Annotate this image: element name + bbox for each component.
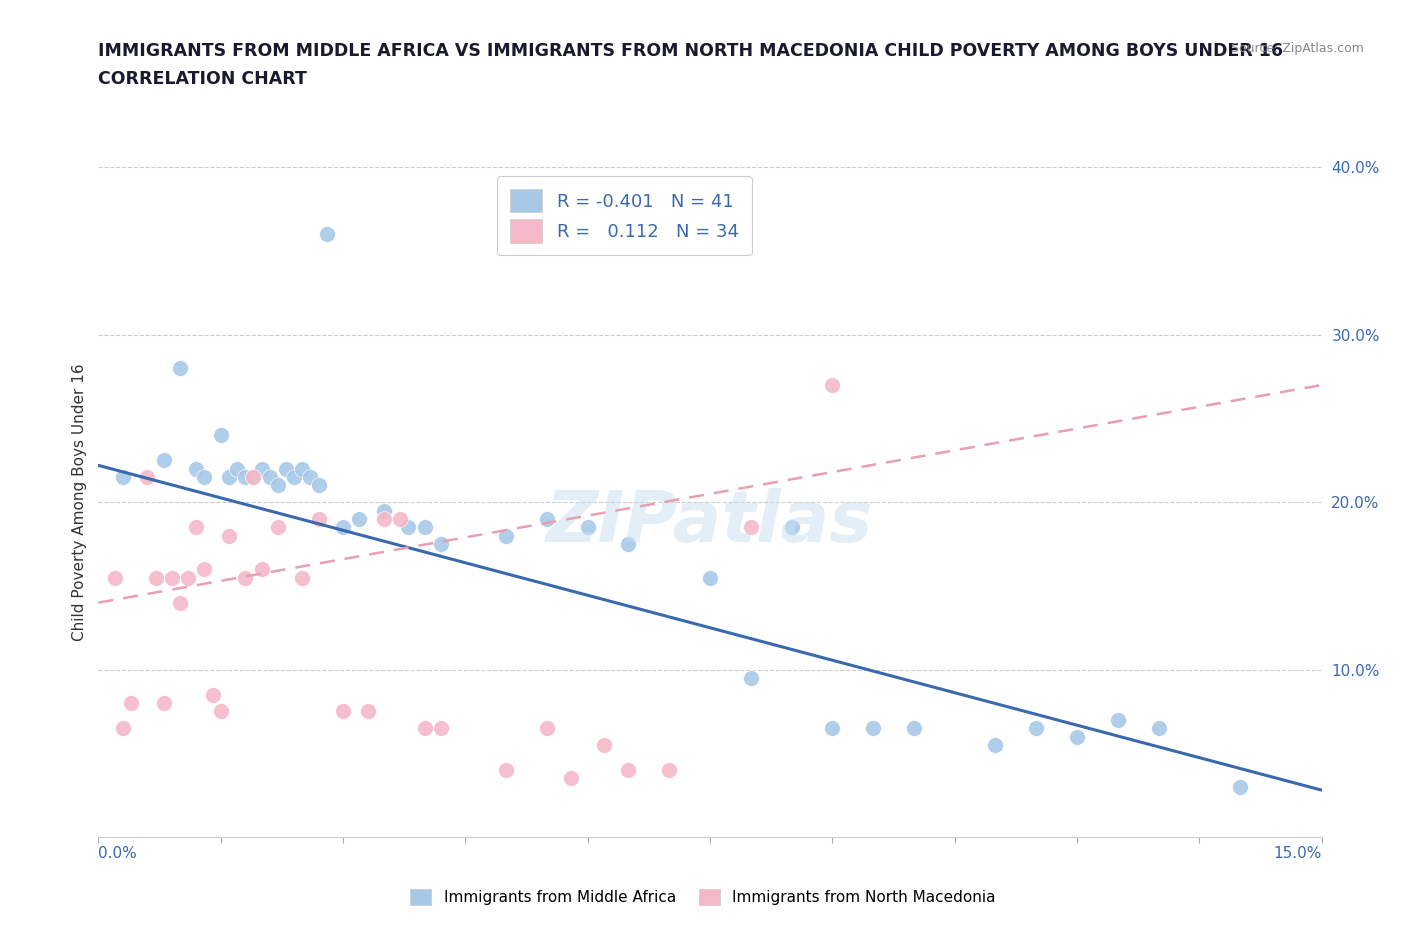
Point: [145, 570, 167, 585]
Point: [780, 520, 803, 535]
Text: 15.0%: 15.0%: [1274, 846, 1322, 861]
Point: [250, 461, 273, 476]
Point: [1147, 721, 1170, 736]
Point: [617, 537, 640, 551]
Point: [233, 570, 256, 585]
Point: [283, 470, 305, 485]
Y-axis label: Child Poverty Among Boys Under 16: Child Poverty Among Boys Under 16: [72, 364, 87, 641]
Point: [291, 461, 314, 476]
Point: [495, 528, 517, 543]
Text: ZIPatlas: ZIPatlas: [547, 488, 873, 557]
Point: [308, 478, 330, 493]
Text: 0.0%: 0.0%: [98, 846, 138, 861]
Point: [821, 721, 844, 736]
Point: [291, 570, 314, 585]
Point: [740, 671, 762, 685]
Point: [193, 470, 215, 485]
Point: [560, 771, 582, 786]
Point: [104, 570, 127, 585]
Point: [274, 461, 297, 476]
Point: [740, 520, 762, 535]
Point: [233, 470, 256, 485]
Point: [413, 721, 436, 736]
Point: [169, 361, 191, 376]
Point: [177, 570, 200, 585]
Point: [593, 737, 616, 752]
Point: [617, 763, 640, 777]
Point: [193, 562, 215, 577]
Point: [821, 378, 844, 392]
Point: [1107, 712, 1129, 727]
Point: [242, 470, 264, 485]
Point: [389, 512, 412, 526]
Point: [201, 687, 224, 702]
Point: [120, 696, 142, 711]
Point: [349, 512, 371, 526]
Point: [209, 428, 232, 443]
Text: IMMIGRANTS FROM MIDDLE AFRICA VS IMMIGRANTS FROM NORTH MACEDONIA CHILD POVERTY A: IMMIGRANTS FROM MIDDLE AFRICA VS IMMIGRA…: [98, 42, 1284, 60]
Point: [332, 704, 354, 719]
Point: [903, 721, 925, 736]
Point: [152, 696, 174, 711]
Point: [413, 520, 436, 535]
Point: [259, 470, 281, 485]
Point: [242, 470, 264, 485]
Point: [169, 595, 191, 610]
Text: Source: ZipAtlas.com: Source: ZipAtlas.com: [1230, 42, 1364, 55]
Point: [136, 470, 159, 485]
Point: [536, 512, 558, 526]
Point: [699, 570, 721, 585]
Point: [111, 721, 134, 736]
Point: [152, 453, 174, 468]
Point: [576, 520, 599, 535]
Point: [111, 470, 134, 485]
Point: [356, 704, 378, 719]
Point: [308, 512, 330, 526]
Point: [160, 570, 183, 585]
Point: [267, 520, 290, 535]
Point: [373, 503, 395, 518]
Point: [315, 227, 337, 242]
Point: [1025, 721, 1047, 736]
Point: [299, 470, 322, 485]
Point: [495, 763, 517, 777]
Point: [267, 478, 290, 493]
Point: [226, 461, 249, 476]
Point: [186, 461, 208, 476]
Legend: Immigrants from Middle Africa, Immigrants from North Macedonia: Immigrants from Middle Africa, Immigrant…: [402, 881, 1004, 913]
Point: [186, 520, 208, 535]
Point: [536, 721, 558, 736]
Point: [373, 512, 395, 526]
Point: [658, 763, 681, 777]
Point: [1066, 729, 1088, 744]
Point: [218, 470, 240, 485]
Point: [430, 537, 453, 551]
Point: [218, 528, 240, 543]
Point: [250, 562, 273, 577]
Point: [1229, 779, 1251, 794]
Legend: R = -0.401   N = 41, R =   0.112   N = 34: R = -0.401 N = 41, R = 0.112 N = 34: [498, 177, 752, 256]
Point: [430, 721, 453, 736]
Point: [209, 704, 232, 719]
Point: [396, 520, 419, 535]
Point: [332, 520, 354, 535]
Text: CORRELATION CHART: CORRELATION CHART: [98, 70, 308, 87]
Point: [862, 721, 884, 736]
Point: [984, 737, 1007, 752]
